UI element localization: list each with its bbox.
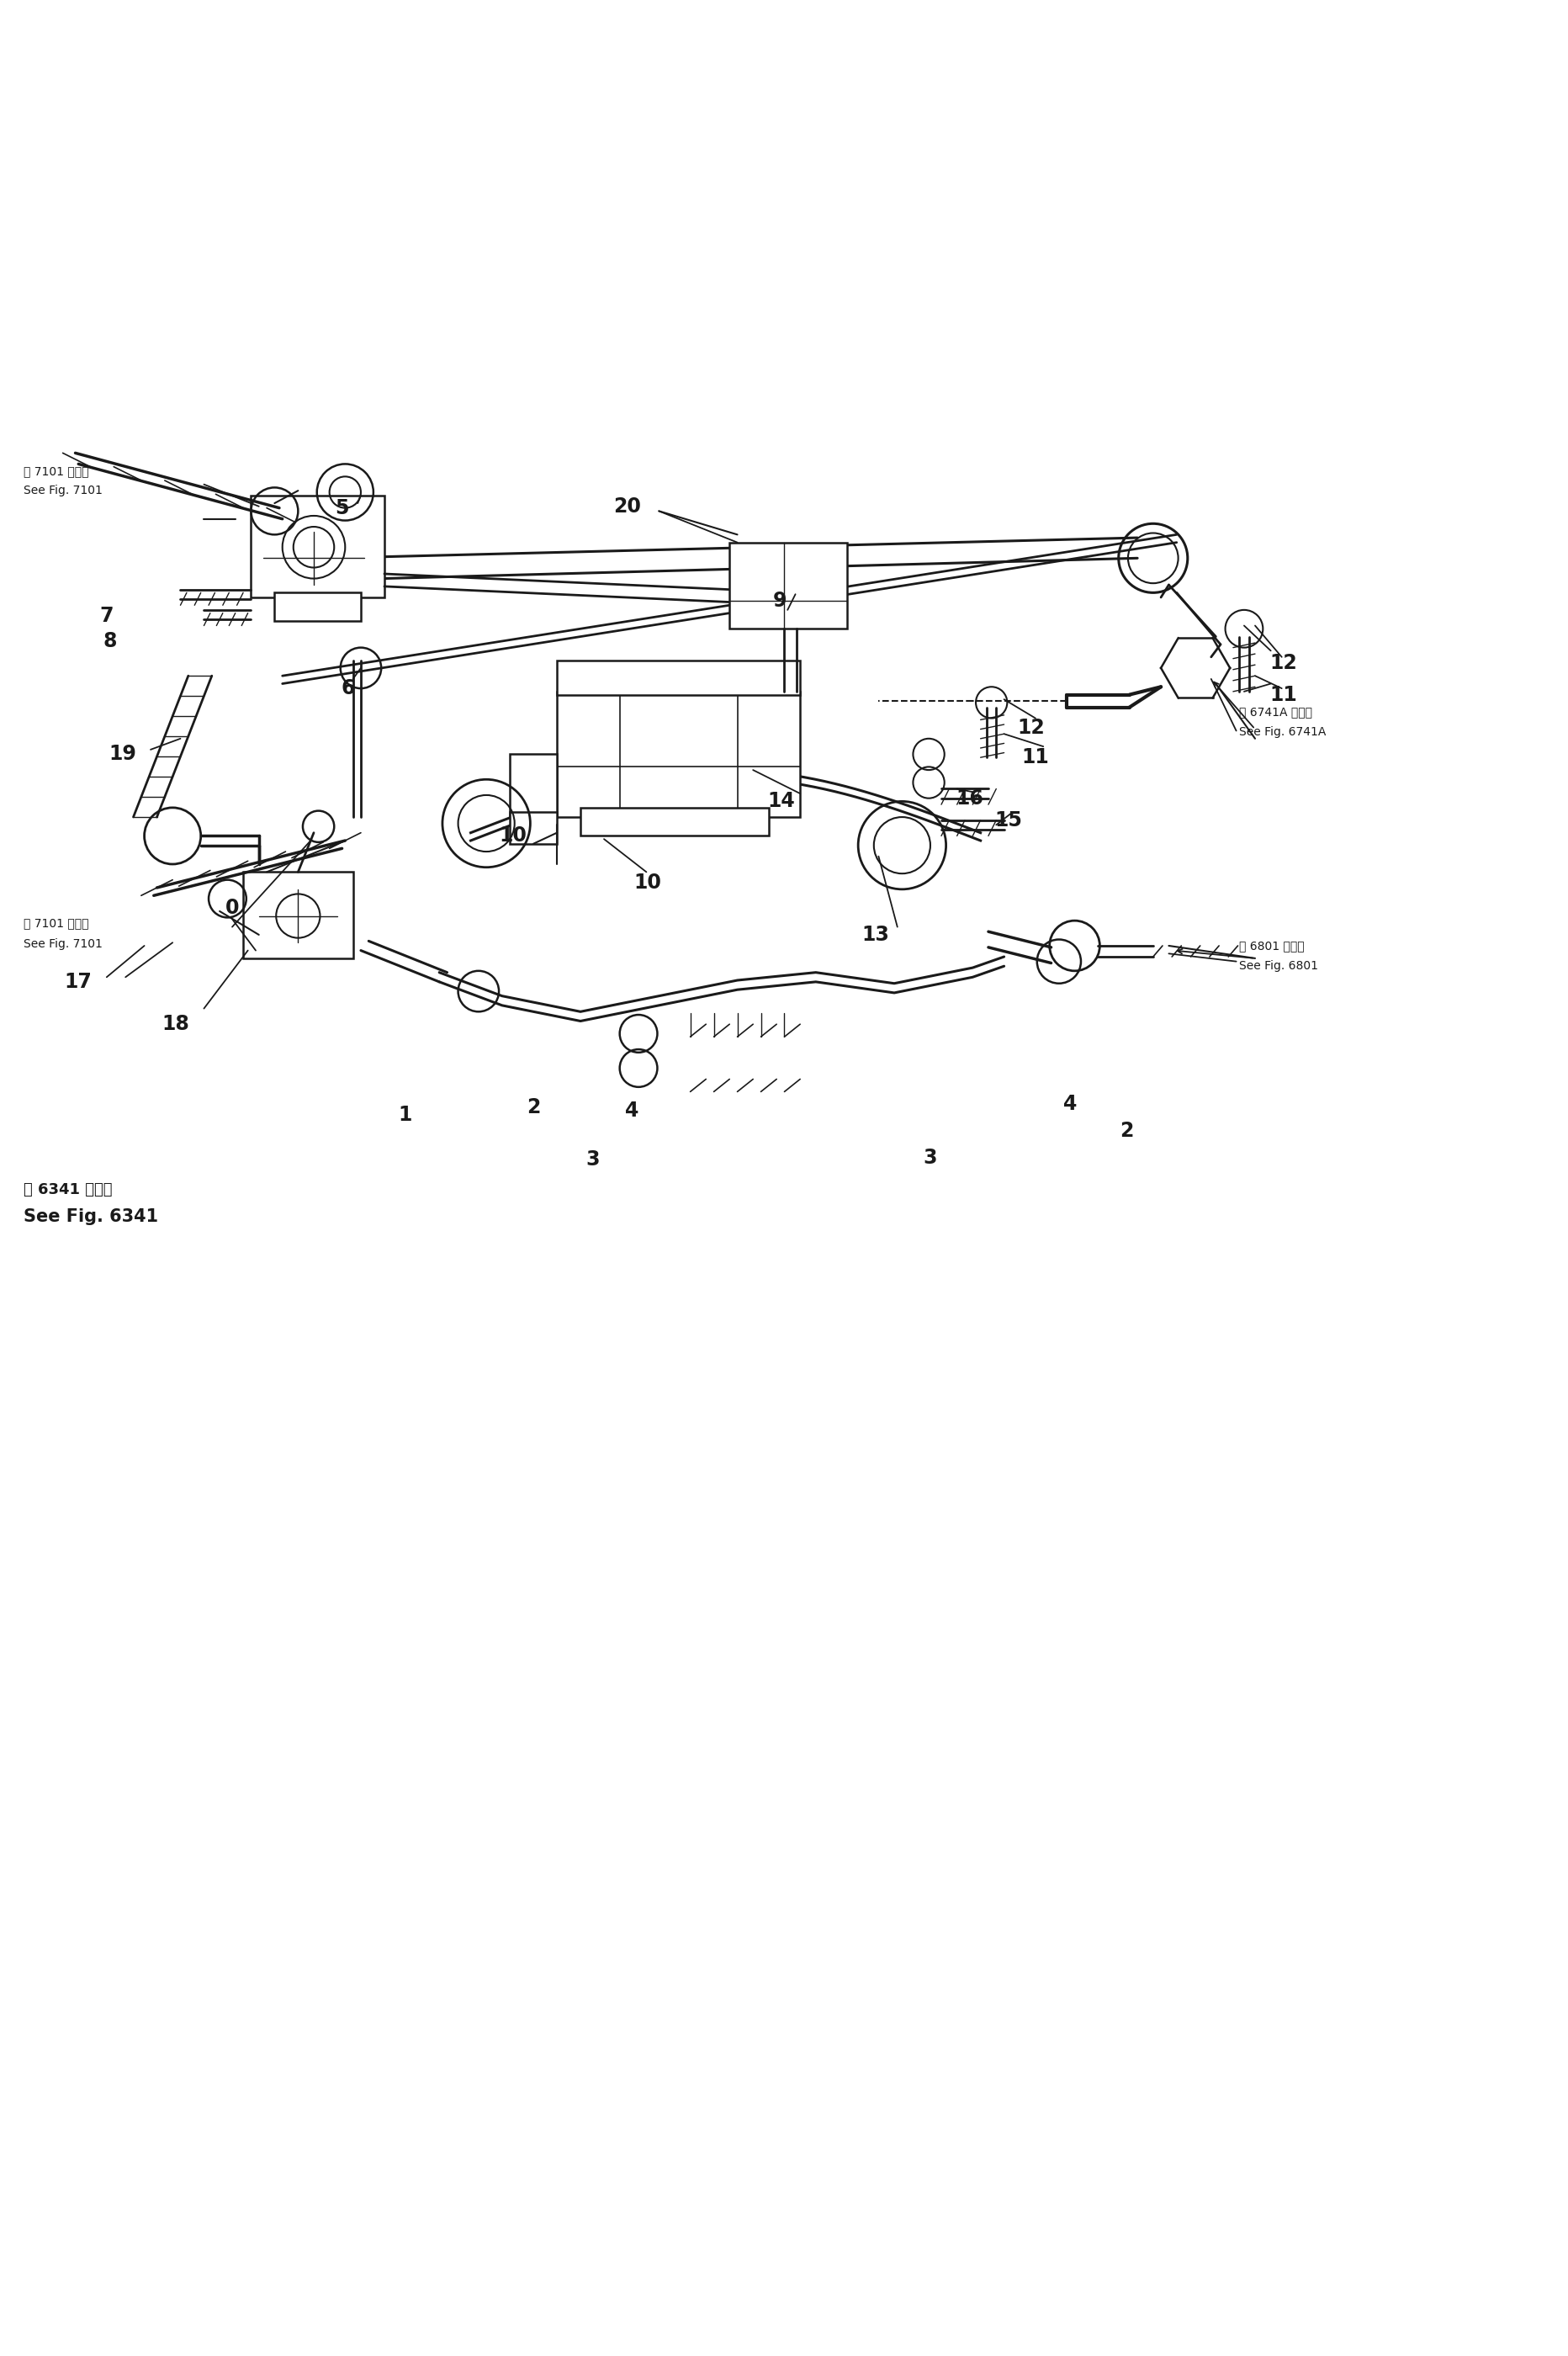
- Text: 2: 2: [1120, 1121, 1132, 1140]
- Bar: [557, 693, 800, 818]
- Text: 11: 11: [1269, 686, 1297, 704]
- Text: 11: 11: [1021, 747, 1049, 768]
- Text: 18: 18: [162, 1013, 190, 1034]
- Text: See Fig. 7101: See Fig. 7101: [24, 485, 102, 497]
- Text: See Fig. 6341: See Fig. 6341: [24, 1209, 158, 1225]
- FancyBboxPatch shape: [251, 495, 384, 598]
- Bar: [557, 660, 800, 695]
- Text: 4: 4: [626, 1100, 638, 1121]
- FancyBboxPatch shape: [243, 872, 353, 959]
- Text: 16: 16: [955, 789, 983, 808]
- Text: 14: 14: [767, 792, 795, 810]
- Text: 13: 13: [861, 924, 889, 945]
- Text: 8: 8: [103, 631, 116, 650]
- Bar: [274, 594, 361, 622]
- Text: 第 6341 図参照: 第 6341 図参照: [24, 1183, 113, 1197]
- Text: 4: 4: [1063, 1093, 1076, 1114]
- Bar: [510, 813, 557, 843]
- Text: 20: 20: [613, 497, 641, 516]
- Text: 3: 3: [586, 1150, 599, 1169]
- Text: See Fig. 6801: See Fig. 6801: [1239, 959, 1317, 971]
- Text: 7: 7: [100, 605, 113, 627]
- Text: 5: 5: [336, 497, 348, 518]
- Text: 第 6741A 図参照: 第 6741A 図参照: [1239, 707, 1312, 719]
- Text: 9: 9: [773, 591, 786, 610]
- Text: 12: 12: [1269, 653, 1297, 674]
- Text: 1: 1: [398, 1105, 411, 1126]
- Text: 3: 3: [924, 1147, 936, 1169]
- Text: 17: 17: [64, 971, 93, 992]
- Text: See Fig. 6741A: See Fig. 6741A: [1239, 726, 1325, 737]
- Text: 第 6801 図参照: 第 6801 図参照: [1239, 940, 1305, 952]
- Bar: [580, 808, 768, 836]
- Bar: [510, 754, 557, 818]
- Text: 15: 15: [994, 810, 1022, 829]
- Text: 第 7101 図参照: 第 7101 図参照: [24, 916, 89, 928]
- Text: 10: 10: [499, 827, 527, 846]
- Text: 19: 19: [108, 744, 136, 763]
- Text: 2: 2: [527, 1098, 539, 1117]
- Text: 6: 6: [342, 679, 354, 697]
- Text: See Fig. 7101: See Fig. 7101: [24, 938, 102, 949]
- Text: 0: 0: [226, 898, 238, 919]
- Text: 10: 10: [633, 872, 662, 893]
- FancyBboxPatch shape: [729, 542, 847, 629]
- Text: 12: 12: [1016, 719, 1044, 737]
- Text: 第 7101 図参照: 第 7101 図参照: [24, 466, 89, 478]
